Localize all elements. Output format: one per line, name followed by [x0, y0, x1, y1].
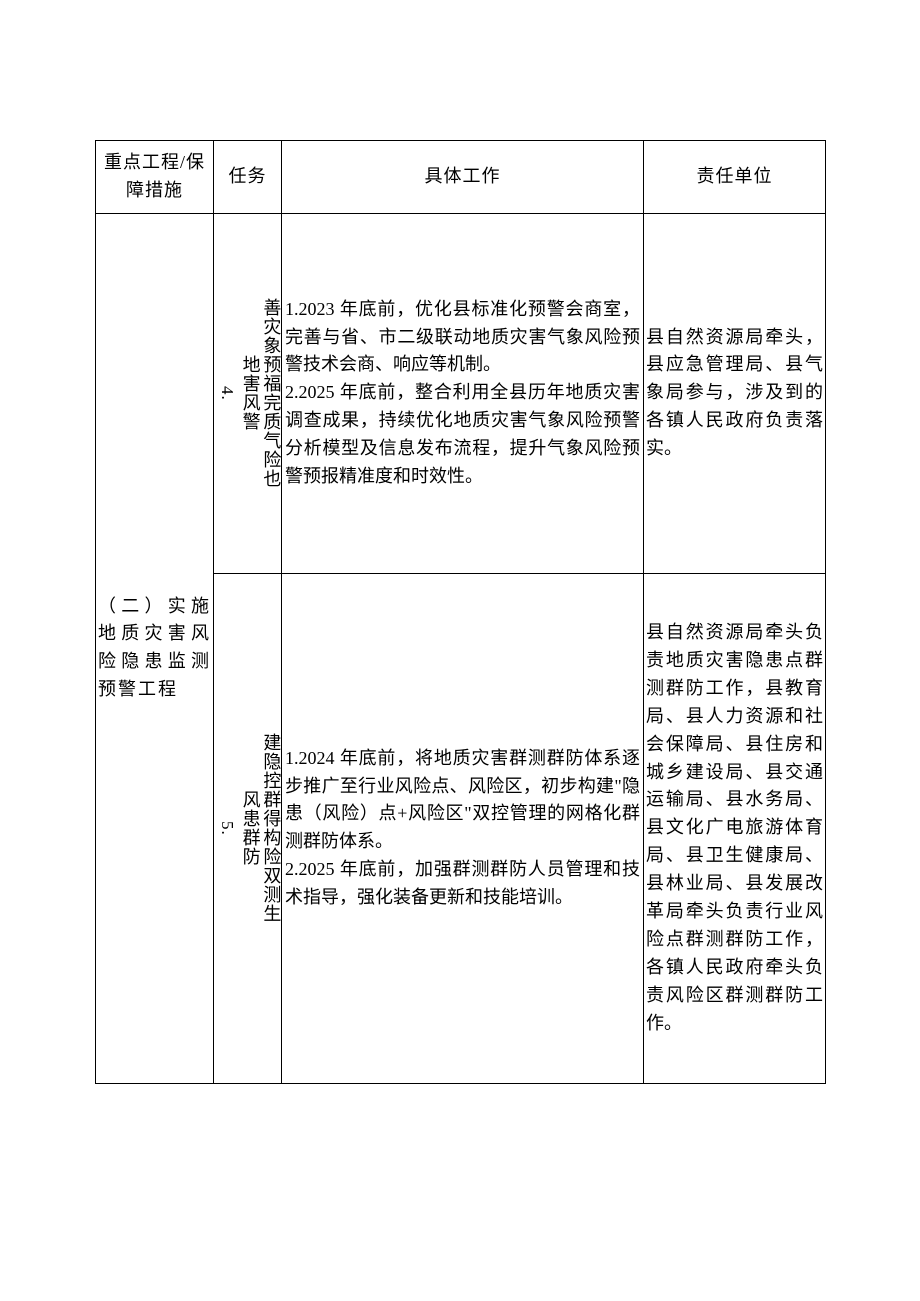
task-title: 地害风警 [240, 355, 261, 431]
task-title: 风患群防 [240, 790, 261, 866]
header-project: 重点工程/保障措施 [96, 141, 214, 214]
header-work: 具体工作 [282, 141, 644, 214]
task-desc: 善灾象预福完质气险也 [261, 298, 282, 488]
unit-cell: 县自然资源局牵头，县应急管理局、县气象局参与，涉及到的各镇人民政府负责落实。 [644, 213, 826, 573]
task-desc: 建隐控群得构险双测生 [261, 733, 282, 923]
task-number: 4. [214, 386, 240, 401]
unit-cell: 县自然资源局牵头负责地质灾害隐患点群测群防工作，县教育局、县人力资源和社会保障局… [644, 573, 826, 1083]
work-cell: 1.2023 年底前，优化县标准化预警会商室，完善与省、市二级联动地质灾害气象风… [282, 213, 644, 573]
header-task: 任务 [214, 141, 282, 214]
header-unit: 责任单位 [644, 141, 826, 214]
task-number: 5. [214, 821, 240, 836]
task-cell: 4. 地害风警 善灾象预福完质气险也 [214, 213, 282, 573]
table-row: （二）实施地质灾害风险隐患监测预警工程 4. 地害风警 善灾象预福完质气险也 1… [96, 213, 826, 573]
task-table: 重点工程/保障措施 任务 具体工作 责任单位 （二）实施地质灾害风险隐患监测预警… [95, 140, 826, 1084]
header-row: 重点工程/保障措施 任务 具体工作 责任单位 [96, 141, 826, 214]
task-cell: 5. 风患群防 建隐控群得构险双测生 [214, 573, 282, 1083]
project-cell: （二）实施地质灾害风险隐患监测预警工程 [96, 213, 214, 1083]
work-cell: 1.2024 年底前，将地质灾害群测群防体系逐步推广至行业风险点、风险区，初步构… [282, 573, 644, 1083]
